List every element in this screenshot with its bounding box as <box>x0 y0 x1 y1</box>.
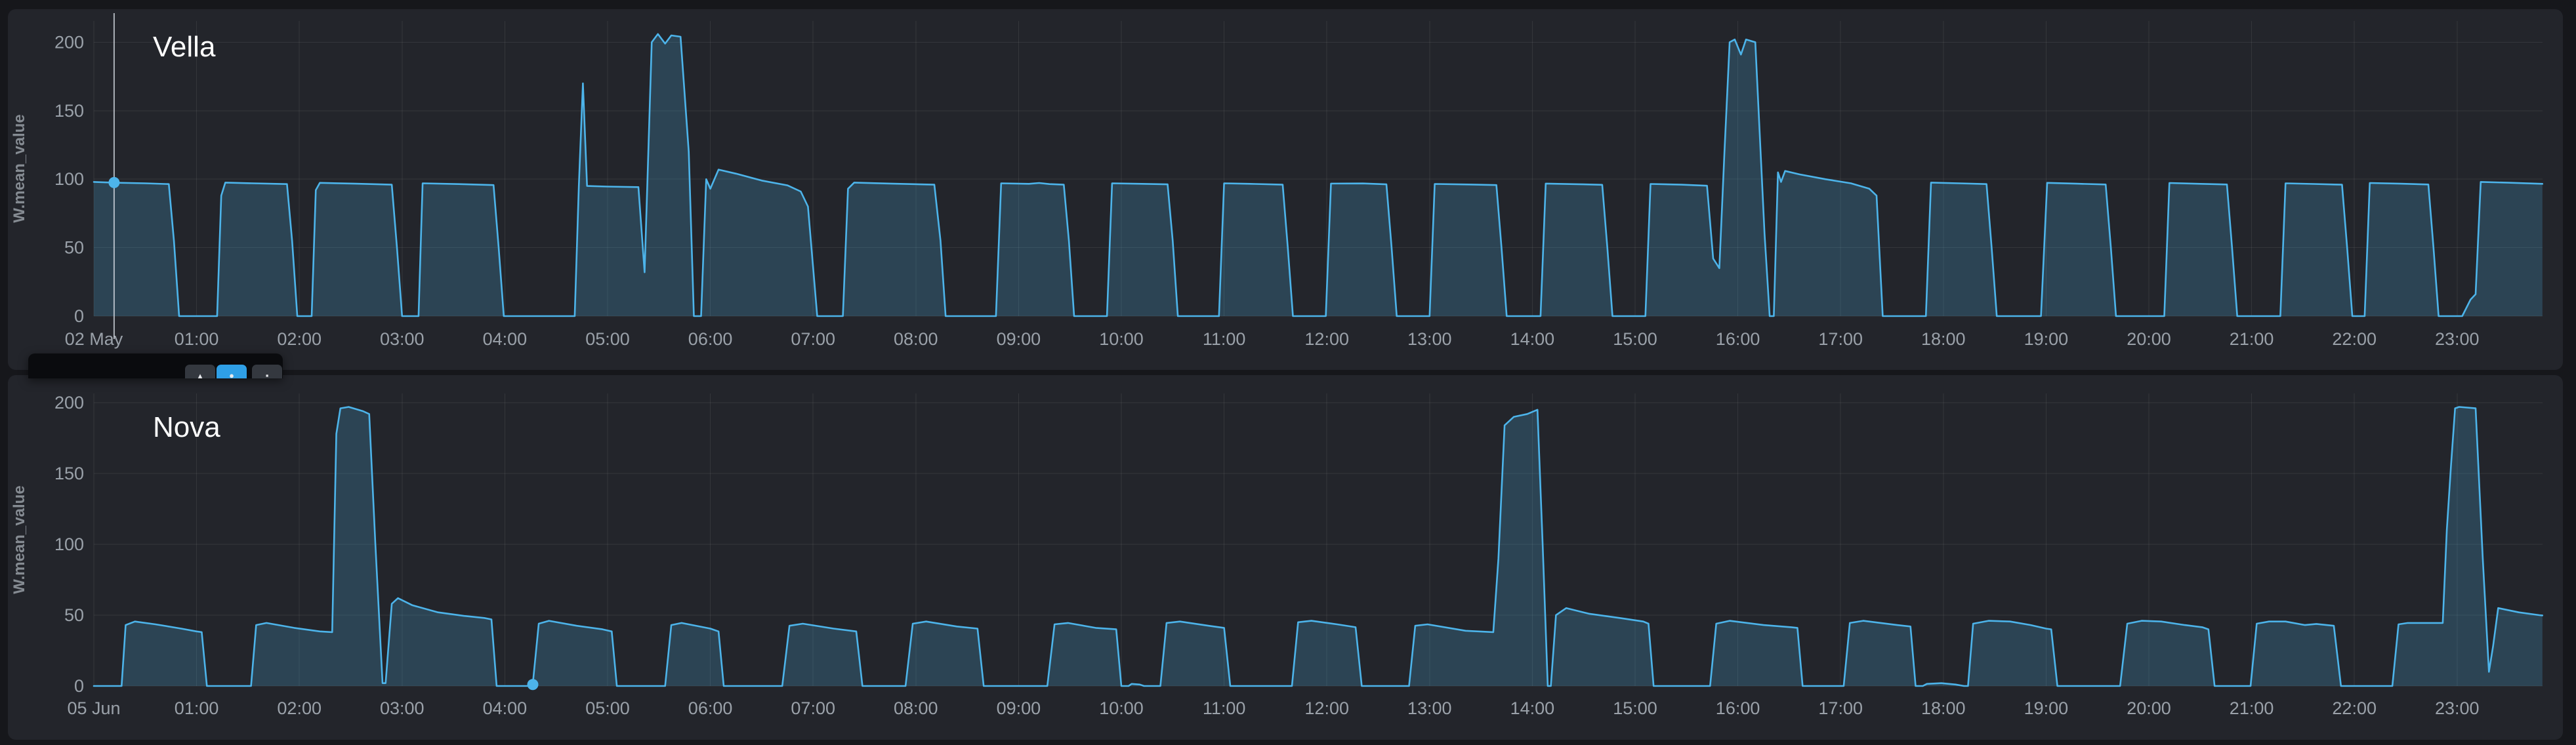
tooltip-button-middle[interactable]: ● <box>217 365 247 378</box>
dot-icon: ● <box>229 371 234 378</box>
tooltip-button-left[interactable]: ▴ <box>185 365 215 378</box>
hover-tooltip: ▴ ● ▪ <box>28 353 283 378</box>
tooltip-button-right[interactable]: ▪ <box>252 365 282 378</box>
square-icon: ▪ <box>265 371 269 378</box>
y-axis-title-nova: W.mean_value <box>10 485 28 594</box>
y-axis-title-vella: W.mean_value <box>10 114 28 223</box>
caret-up-icon: ▴ <box>197 371 203 378</box>
plot-area-nova[interactable] <box>94 393 2543 686</box>
plot-area-vella[interactable] <box>94 21 2543 316</box>
